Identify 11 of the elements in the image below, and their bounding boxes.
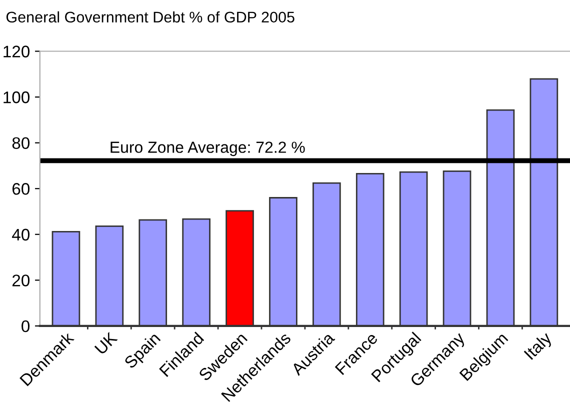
x-tick-label: Italy — [523, 330, 555, 362]
y-tick-label: 80 — [12, 137, 30, 150]
y-tick-label: 60 — [12, 183, 30, 195]
y-tick-label: 40 — [12, 228, 30, 241]
y-tick-label: 100 — [4, 91, 30, 104]
chart-title: General Government Debt % of GDP 2005 — [6, 11, 294, 23]
y-tick-label: 20 — [12, 274, 30, 286]
y-tick-label: 0 — [22, 320, 30, 332]
x-tick-label: UK — [94, 331, 118, 355]
y-tick-label: 120 — [4, 46, 30, 58]
ref-line-label: Euro Zone Average: 72.2 % — [110, 142, 305, 156]
